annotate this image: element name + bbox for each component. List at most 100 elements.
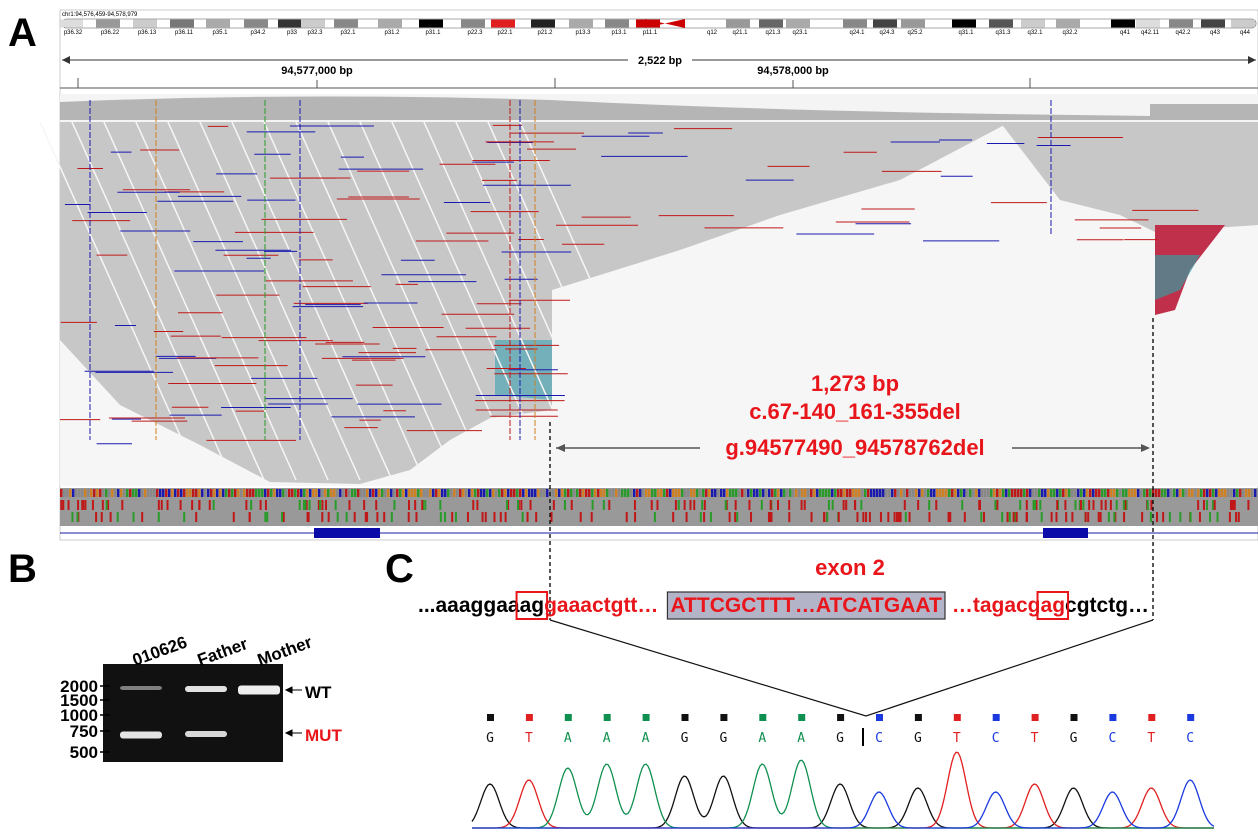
base bbox=[222, 489, 224, 497]
deletion-genomic: g.94577490_94578762del bbox=[725, 435, 984, 460]
base bbox=[1122, 489, 1124, 497]
variant bbox=[249, 512, 251, 522]
base bbox=[759, 489, 761, 497]
variant bbox=[95, 512, 97, 522]
base bbox=[216, 489, 218, 497]
ideogram-band bbox=[1231, 20, 1255, 28]
variant bbox=[854, 500, 856, 510]
base bbox=[711, 489, 713, 497]
base bbox=[285, 489, 287, 497]
base bbox=[924, 489, 926, 497]
variant bbox=[768, 512, 770, 522]
ladder-label: 500 bbox=[70, 743, 98, 762]
cytoband-label: q42.11 bbox=[1141, 30, 1160, 36]
cytoband-label: p35.1 bbox=[212, 30, 228, 36]
base bbox=[291, 489, 293, 497]
variant bbox=[1087, 512, 1089, 522]
variant bbox=[693, 500, 695, 510]
base bbox=[747, 489, 749, 497]
base bbox=[1023, 489, 1025, 497]
base bbox=[282, 489, 284, 497]
variant bbox=[472, 500, 474, 510]
base bbox=[666, 489, 668, 497]
variant bbox=[439, 500, 441, 510]
base-call: T bbox=[953, 731, 961, 746]
variant bbox=[451, 512, 453, 522]
base bbox=[273, 489, 275, 497]
base bbox=[621, 489, 623, 497]
base bbox=[249, 489, 251, 497]
ideogram-band bbox=[873, 20, 897, 28]
variant bbox=[337, 512, 339, 522]
variant bbox=[909, 512, 911, 522]
base bbox=[261, 489, 263, 497]
base bbox=[582, 489, 584, 497]
sequence-piece: ...aaaggaa bbox=[418, 594, 520, 617]
cytoband-label: q43 bbox=[1210, 30, 1221, 36]
base bbox=[612, 489, 614, 497]
base-call: A bbox=[603, 731, 611, 746]
base bbox=[1077, 489, 1079, 497]
base bbox=[912, 489, 914, 497]
variant bbox=[1039, 500, 1041, 510]
base bbox=[495, 489, 497, 497]
variant bbox=[92, 500, 94, 510]
ideogram-band bbox=[96, 20, 120, 28]
figure: A B C chr1:94,576,459-94,578,979 p36.32p… bbox=[0, 0, 1258, 833]
base bbox=[180, 489, 182, 497]
base bbox=[366, 489, 368, 497]
base bbox=[486, 489, 488, 497]
base bbox=[693, 489, 695, 497]
junction-sequence: ...aaaggaaaggaaactgtt…ATTCGCTTT…ATCATGAA… bbox=[418, 592, 1149, 619]
base bbox=[825, 489, 827, 497]
base bbox=[1098, 489, 1100, 497]
variant bbox=[309, 500, 311, 510]
base-marker bbox=[798, 714, 805, 721]
base bbox=[375, 489, 377, 497]
base bbox=[618, 489, 620, 497]
base bbox=[1014, 489, 1016, 497]
variant bbox=[283, 512, 285, 522]
base bbox=[597, 489, 599, 497]
gel-band bbox=[238, 686, 280, 695]
panel-label: C bbox=[385, 547, 414, 591]
base bbox=[258, 489, 260, 497]
variant bbox=[761, 500, 763, 510]
variant bbox=[158, 500, 160, 510]
base bbox=[849, 489, 851, 497]
variant bbox=[167, 500, 169, 510]
variant bbox=[828, 500, 830, 510]
base-marker bbox=[1032, 714, 1039, 721]
base bbox=[522, 489, 524, 497]
base bbox=[309, 489, 311, 497]
base bbox=[837, 489, 839, 497]
ideogram-band bbox=[1021, 20, 1045, 28]
base bbox=[60, 489, 62, 497]
base bbox=[639, 489, 641, 497]
base-call: T bbox=[1031, 731, 1039, 746]
base bbox=[798, 489, 800, 497]
base bbox=[480, 489, 482, 497]
variant bbox=[1100, 512, 1102, 522]
variant bbox=[1051, 512, 1053, 522]
base bbox=[1110, 489, 1112, 497]
variant bbox=[1101, 500, 1103, 510]
base bbox=[429, 489, 431, 497]
variant bbox=[869, 512, 871, 522]
base bbox=[129, 489, 131, 497]
base bbox=[363, 489, 365, 497]
base bbox=[462, 489, 464, 497]
variant bbox=[363, 500, 365, 510]
base bbox=[1140, 489, 1142, 497]
base bbox=[675, 489, 677, 497]
variant bbox=[603, 500, 605, 510]
variant bbox=[1092, 500, 1094, 510]
variant bbox=[81, 500, 83, 510]
base bbox=[441, 489, 443, 497]
variant bbox=[319, 500, 321, 510]
variant bbox=[1009, 512, 1011, 522]
base bbox=[183, 489, 185, 497]
base-marker bbox=[759, 714, 766, 721]
base bbox=[228, 489, 230, 497]
base bbox=[252, 489, 254, 497]
